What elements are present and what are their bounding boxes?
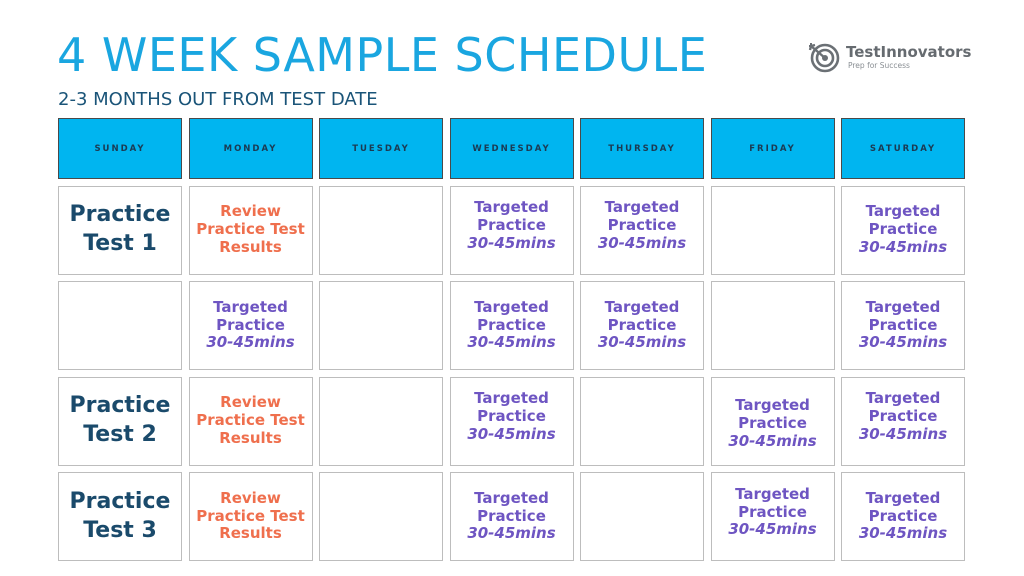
empty-cell	[319, 376, 443, 466]
page-title: 4 WEEK SAMPLE SCHEDULE	[57, 28, 708, 82]
targeted-label: Targeted	[604, 198, 680, 217]
duration-label: 30-45mins	[467, 233, 556, 252]
targeted-label: Practice	[477, 506, 546, 525]
practice-test-number: Test 1	[83, 231, 157, 256]
practice-test-number: Test 3	[83, 517, 157, 543]
schedule-cell: Targeted Practice 30-45mins	[580, 185, 704, 275]
duration-label: 30-45mins	[858, 237, 948, 256]
practice-test-label: Practice	[69, 202, 171, 228]
targeted-label: Targeted	[865, 389, 941, 408]
targeted-label: Practice	[216, 315, 285, 334]
duration-label: 30-45mins	[467, 333, 556, 352]
targeted-label: Targeted	[604, 297, 680, 316]
schedule-cell: Review Practice Test Results	[188, 185, 313, 275]
targeted-label: Practice	[477, 216, 546, 235]
schedule-cell: Practice Test 1	[58, 185, 182, 275]
review-label: Review	[220, 488, 281, 507]
targeted-label: Practice	[868, 506, 938, 525]
day-header-friday: FRIDAY	[710, 118, 835, 179]
empty-cell	[319, 281, 443, 370]
duration-label: 30-45mins	[206, 333, 295, 352]
review-label: Results	[219, 524, 282, 543]
review-label: Practice Test	[196, 220, 305, 239]
review-label: Practice Test	[196, 506, 305, 525]
empty-cell	[710, 185, 835, 275]
schedule-cell: Targeted Practice 30-45mins	[841, 185, 965, 275]
targeted-label: Practice	[738, 414, 807, 433]
duration-label: 30-45mins	[728, 431, 817, 450]
practice-test-label: Practice	[69, 488, 171, 514]
page-subtitle: 2-3 MONTHS OUT FROM TEST DATE	[58, 89, 378, 110]
schedule-cell: Practice Test 2	[58, 376, 182, 466]
day-header-wednesday: WEDNESDAY	[449, 118, 574, 179]
day-header-saturday: SATURDAY	[841, 118, 965, 179]
targeted-label: Targeted	[474, 297, 549, 316]
targeted-label: Practice	[477, 315, 546, 334]
targeted-label: Targeted	[474, 488, 549, 507]
schedule-cell: Review Practice Test Results	[188, 472, 313, 561]
schedule-grid: SUNDAY MONDAY TUESDAY WEDNESDAY THURSDAY…	[58, 118, 965, 561]
schedule-cell: Targeted Practice 30-45mins	[449, 185, 574, 275]
targeted-label: Targeted	[735, 484, 810, 503]
empty-cell	[319, 185, 443, 275]
duration-label: 30-45mins	[858, 424, 948, 443]
review-label: Practice Test	[196, 411, 305, 430]
empty-cell	[710, 281, 835, 370]
brand-logo: TestInnovators Prep for Success	[808, 40, 971, 74]
targeted-label: Targeted	[865, 202, 941, 221]
targeted-label: Practice	[477, 407, 546, 426]
review-label: Review	[220, 393, 281, 412]
duration-label: 30-45mins	[597, 233, 687, 252]
schedule-cell: Targeted Practice 30-45mins	[580, 281, 704, 370]
review-label: Results	[219, 237, 282, 256]
schedule-cell: Targeted Practice 30-45mins	[449, 472, 574, 561]
targeted-label: Targeted	[213, 297, 288, 316]
targeted-label: Targeted	[474, 389, 549, 408]
day-header-monday: MONDAY	[188, 118, 313, 179]
targeted-label: Targeted	[865, 297, 941, 316]
targeted-label: Practice	[738, 502, 807, 521]
targeted-label: Targeted	[735, 396, 810, 415]
duration-label: 30-45mins	[467, 524, 556, 543]
schedule-cell: Targeted Practice 30-45mins	[841, 281, 965, 370]
empty-cell	[319, 472, 443, 561]
duration-label: 30-45mins	[597, 333, 687, 352]
duration-label: 30-45mins	[858, 524, 948, 543]
targeted-label: Practice	[868, 220, 938, 239]
target-arrow-icon	[808, 43, 840, 73]
empty-cell	[580, 376, 704, 466]
review-label: Review	[220, 202, 281, 221]
duration-label: 30-45mins	[467, 424, 556, 443]
schedule-cell: Targeted Practice 30-45mins	[841, 376, 965, 466]
schedule-cell: Targeted Practice 30-45mins	[449, 376, 574, 466]
duration-label: 30-45mins	[858, 333, 948, 352]
day-header-thursday: THURSDAY	[580, 118, 704, 179]
targeted-label: Practice	[868, 407, 938, 426]
review-label: Results	[219, 428, 282, 447]
targeted-label: Targeted	[474, 198, 549, 217]
day-header-tuesday: TUESDAY	[319, 118, 443, 179]
targeted-label: Practice	[868, 315, 938, 334]
schedule-cell: Review Practice Test Results	[188, 376, 313, 466]
practice-test-label: Practice	[69, 393, 171, 419]
targeted-label: Practice	[607, 216, 677, 235]
schedule-cell: Targeted Practice 30-45mins	[841, 472, 965, 561]
day-header-sunday: SUNDAY	[58, 118, 182, 179]
schedule-cell: Targeted Practice 30-45mins	[449, 281, 574, 370]
practice-test-number: Test 2	[83, 422, 157, 447]
schedule-cell: Targeted Practice 30-45mins	[188, 281, 313, 370]
schedule-cell: Targeted Practice 30-45mins	[710, 376, 835, 466]
targeted-label: Practice	[607, 315, 677, 334]
brand-tagline: Prep for Success	[848, 60, 910, 70]
empty-cell	[580, 472, 704, 561]
targeted-label: Targeted	[865, 488, 941, 507]
empty-cell	[58, 281, 182, 370]
schedule-cell: Targeted Practice 30-45mins	[710, 472, 835, 561]
brand-name: TestInnovators	[846, 42, 972, 61]
schedule-cell: Practice Test 3	[58, 472, 182, 561]
duration-label: 30-45mins	[728, 520, 817, 539]
